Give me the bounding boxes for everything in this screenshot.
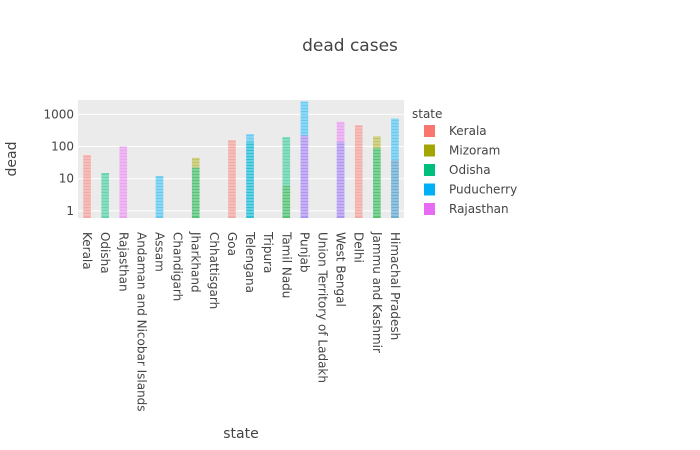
x-tick-label: Jammu and Kashmir [370,231,384,353]
x-tick-label: Chandigarh [171,232,185,301]
y-tick-label: 100 [51,140,74,154]
bar [191,167,200,218]
chart-title: dead cases [302,36,398,56]
x-tick-label: Jharkhand [189,231,203,293]
y-axis-ticks: 1 10 100 1000 [43,107,74,217]
bar [101,173,109,218]
bar [246,134,254,218]
x-tick-label: Punjab [297,232,311,273]
bar [300,135,309,218]
x-tick-label: Goa [225,232,239,256]
x-tick-label: Kerala [80,232,94,270]
legend-item: Rajasthan [449,202,509,216]
x-tick-label: Tamil Nadu [279,231,293,298]
bar [83,154,91,218]
bar [391,118,399,218]
legend-swatch [424,125,435,137]
legend-swatch [424,164,435,176]
bar [119,146,128,218]
bar [155,176,164,218]
x-tick-label: Rajasthan [116,232,130,292]
legend: state Kerala Mizoram Odisha Puducherry Rajas… [412,107,517,216]
x-tick-label: Chhattisgarh [207,232,221,309]
bar [282,136,291,218]
x-tick-label: Telengana [243,231,257,293]
bar [354,124,363,218]
legend-swatch [424,203,435,215]
x-tick-label: Odisha [98,232,112,274]
bar [373,148,381,218]
x-tick-label: Delhi [352,232,366,263]
legend-title: state [412,107,442,121]
legend-item: Mizoram [449,144,500,158]
legend-item: Kerala [449,124,487,138]
x-tick-label: Union Territory of Ladakh [316,232,330,383]
plot-area [78,100,404,218]
y-tick-label: 1 [66,204,74,218]
y-axis-title: dead [4,142,20,177]
y-tick-label: 10 [59,172,74,186]
x-tick-label: Himachal Pradesh [388,232,402,340]
bar [228,139,236,218]
x-axis-title: state [223,426,258,442]
legend-swatch [424,183,435,196]
gridlines [78,113,404,212]
x-tick-label: Assam [153,232,167,272]
x-axis-ticks: Kerala Odisha Rajasthan Andaman and Nicobar… [80,231,402,412]
x-tick-label: West Bengal [334,232,348,307]
legend-item: Odisha [449,163,491,177]
bars [83,101,399,218]
y-tick-label: 1000 [43,107,74,121]
x-tick-label: Tripura [261,231,275,273]
legend-swatch [424,144,435,157]
bar [336,121,345,218]
legend-item: Puducherry [449,183,517,197]
x-tick-label: Andaman and Nicobar Islands [134,232,148,412]
